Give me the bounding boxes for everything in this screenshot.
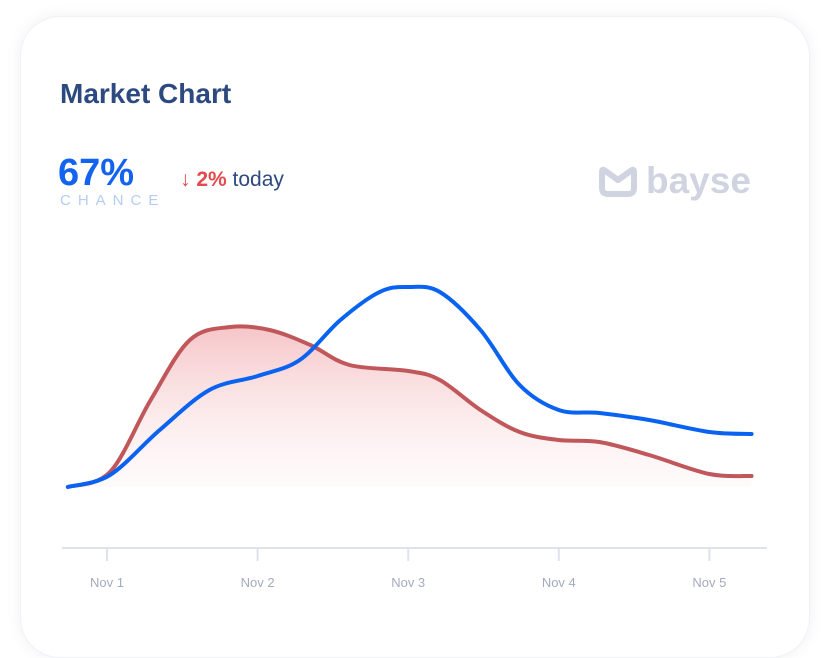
arrow-down-icon: ↓ [180,168,191,191]
bayse-logo-icon [599,166,637,197]
change-value: 2% [196,168,227,191]
x-tick-label: Nov 5 [692,575,726,590]
logo-text: bayse [646,160,751,201]
bayse-logo: bayse [598,160,751,202]
chance-value: 67% [58,152,135,194]
x-tick-label: Nov 3 [391,575,425,590]
chance-label: CHANCE [60,192,166,209]
x-tick-label: Nov 1 [90,575,124,590]
blue-series-line [65,284,754,489]
daily-change: ↓ 2% today [180,168,284,192]
page-title: Market Chart [60,78,232,109]
red-series-line [65,324,754,489]
market-chart: Nov 1 Nov 2 Nov 3 Nov 4 Nov 5 [62,284,767,590]
change-suffix: today [232,168,284,191]
x-tick-label: Nov 2 [241,575,275,590]
red-series-area [67,326,752,487]
market-chart-card [20,16,810,658]
x-tick-label: Nov 4 [542,575,576,590]
